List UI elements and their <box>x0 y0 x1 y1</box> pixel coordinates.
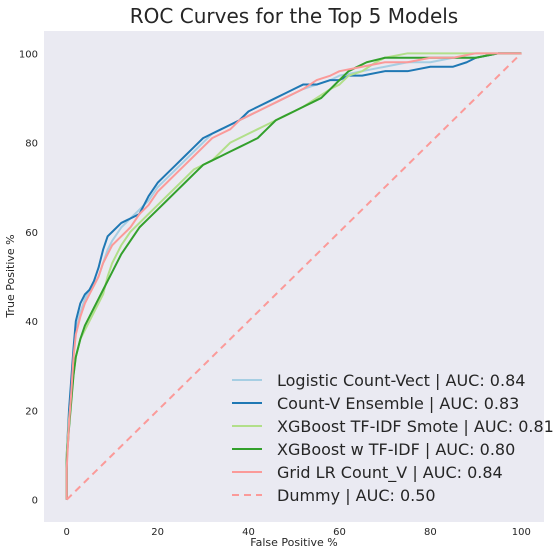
legend-label-2: Count-V Ensemble | AUC: 0.83 <box>277 394 519 413</box>
x-tick-label: 100 <box>512 527 531 538</box>
y-tick-label: 0 <box>32 496 38 507</box>
y-tick-label: 60 <box>25 228 38 239</box>
legend-label-3: XGBoost TF-IDF Smote | AUC: 0.81 <box>277 417 554 436</box>
legend-label-6: Dummy | AUC: 0.50 <box>277 486 436 505</box>
series-line-1 <box>65 52 522 500</box>
series-line-3 <box>65 52 522 500</box>
chart-title: ROC Curves for the Top 5 Models <box>130 4 458 28</box>
legend-label-5: Grid LR Count_V | AUC: 0.84 <box>277 463 503 483</box>
x-tick-label: 80 <box>424 527 437 538</box>
x-tick-label: 60 <box>333 527 346 538</box>
legend-label-1: Logistic Count-Vect | AUC: 0.84 <box>277 371 525 390</box>
tick-layer: 0 20 40 60 80 100 0 20 40 60 80 100 <box>19 49 531 538</box>
x-tick-label: 0 <box>64 527 70 538</box>
y-tick-label: 40 <box>25 317 38 328</box>
legend-label-4: XGBoost w TF-IDF | AUC: 0.80 <box>277 440 515 459</box>
x-axis-label: False Positive % <box>250 536 337 549</box>
series-line-6 <box>66 52 522 501</box>
series-line-2 <box>65 52 522 500</box>
series-layer <box>65 52 522 501</box>
y-tick-label: 20 <box>25 406 38 417</box>
y-tick-label: 100 <box>19 49 38 60</box>
x-tick-label: 40 <box>242 527 255 538</box>
series-line-5 <box>65 52 522 500</box>
legend: Logistic Count-Vect | AUC: 0.84 Count-V E… <box>232 371 554 505</box>
y-tick-label: 80 <box>25 139 38 150</box>
x-tick-label: 20 <box>151 527 164 538</box>
y-axis-label: True Positive % <box>4 234 17 318</box>
